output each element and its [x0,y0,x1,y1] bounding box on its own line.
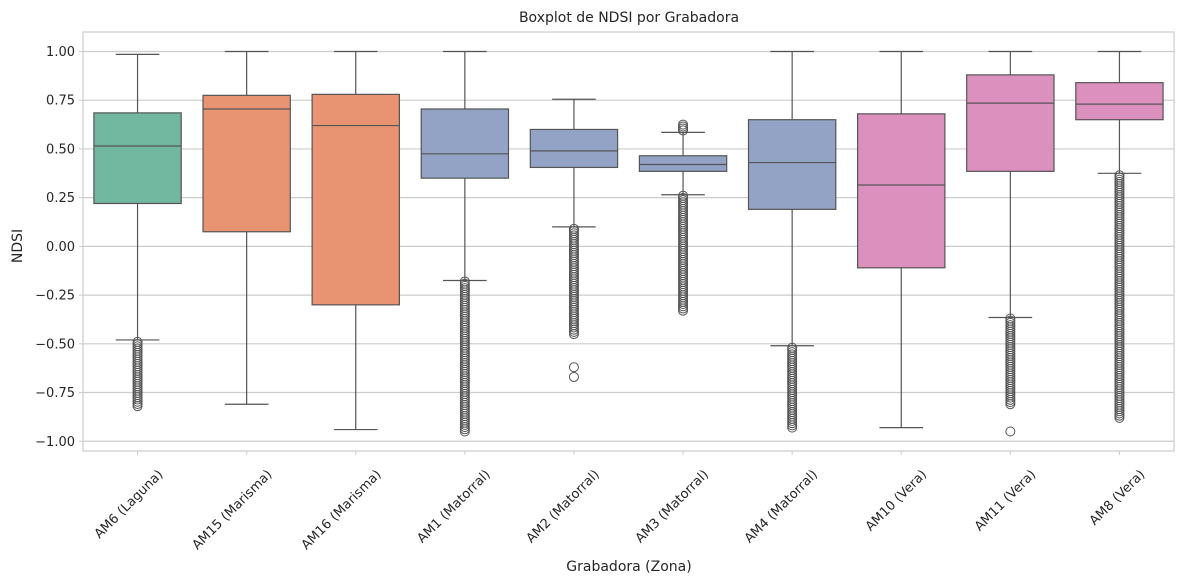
outlier-point [678,301,689,312]
outlier-point [678,303,689,314]
iqr-box [420,108,510,179]
outlier-point [1114,412,1125,423]
outlier-point [568,324,579,335]
outlier-point [459,422,470,433]
outlier-point [1114,410,1125,421]
outlier-point [568,322,579,333]
iqr-box [747,119,837,210]
outlier-point [787,415,798,426]
outlier-point [132,396,143,407]
box-group [1075,50,1164,423]
outlier-point [1005,399,1016,410]
y-tick-label: 0.00 [46,240,75,255]
outlier-point [132,401,143,412]
box-group [202,50,291,405]
iqr-box [529,128,619,169]
y-tick-label: 0.50 [46,142,75,157]
outlier-point [568,326,579,337]
outlier-point [1114,406,1125,417]
outlier-point [459,426,470,437]
iqr-box [311,93,400,306]
box-group [638,119,728,316]
outlier-point [132,398,143,409]
box-group [747,50,837,433]
outlier-point [568,371,579,382]
chart-title: Boxplot de NDSI por Grabadora [519,10,739,26]
outlier-point [1005,426,1016,437]
iqr-box [202,94,291,233]
iqr-box [93,112,182,205]
outlier-point [678,305,689,316]
outlier-point [132,394,143,405]
x-axis-label: Grabadora (Zona) [566,559,691,575]
y-axis-label: NDSI [10,229,26,263]
y-tick-label: −0.50 [35,337,75,352]
outlier-point [568,362,579,373]
plot-area [93,50,1164,437]
y-tick-label: −1.00 [35,435,75,450]
y-tick-label: 1.00 [46,45,75,60]
box-group [529,98,619,382]
y-tick-label: −0.25 [35,289,75,304]
y-axis-ticks: 1.00 0.75 0.50 0.25 0.00 −0.25 −0.50 −0.75 −1.00 [35,45,83,450]
box-group [93,53,182,412]
y-tick-label: −0.75 [35,386,75,401]
plot-frame [82,31,1175,452]
outlier-point [787,422,798,433]
outlier-point [678,299,689,310]
outlier-point [568,329,579,340]
box-group [966,50,1055,437]
y-tick-label: 0.75 [46,94,75,109]
outlier-point [459,424,470,435]
outlier-point [787,420,798,431]
iqr-box [857,113,946,269]
y-tick-label: 0.25 [46,191,75,206]
outlier-point [787,418,798,429]
box-group [311,50,400,431]
outlier-point [1005,394,1016,405]
iqr-box [1075,82,1164,121]
box-group [420,50,510,437]
iqr-box [966,74,1055,172]
outlier-point [459,419,470,430]
box-group [857,50,946,429]
outlier-point [1005,397,1016,408]
outlier-point [1005,392,1016,403]
outlier-point [678,125,689,136]
outlier-point [1114,408,1125,419]
iqr-box [638,155,728,172]
